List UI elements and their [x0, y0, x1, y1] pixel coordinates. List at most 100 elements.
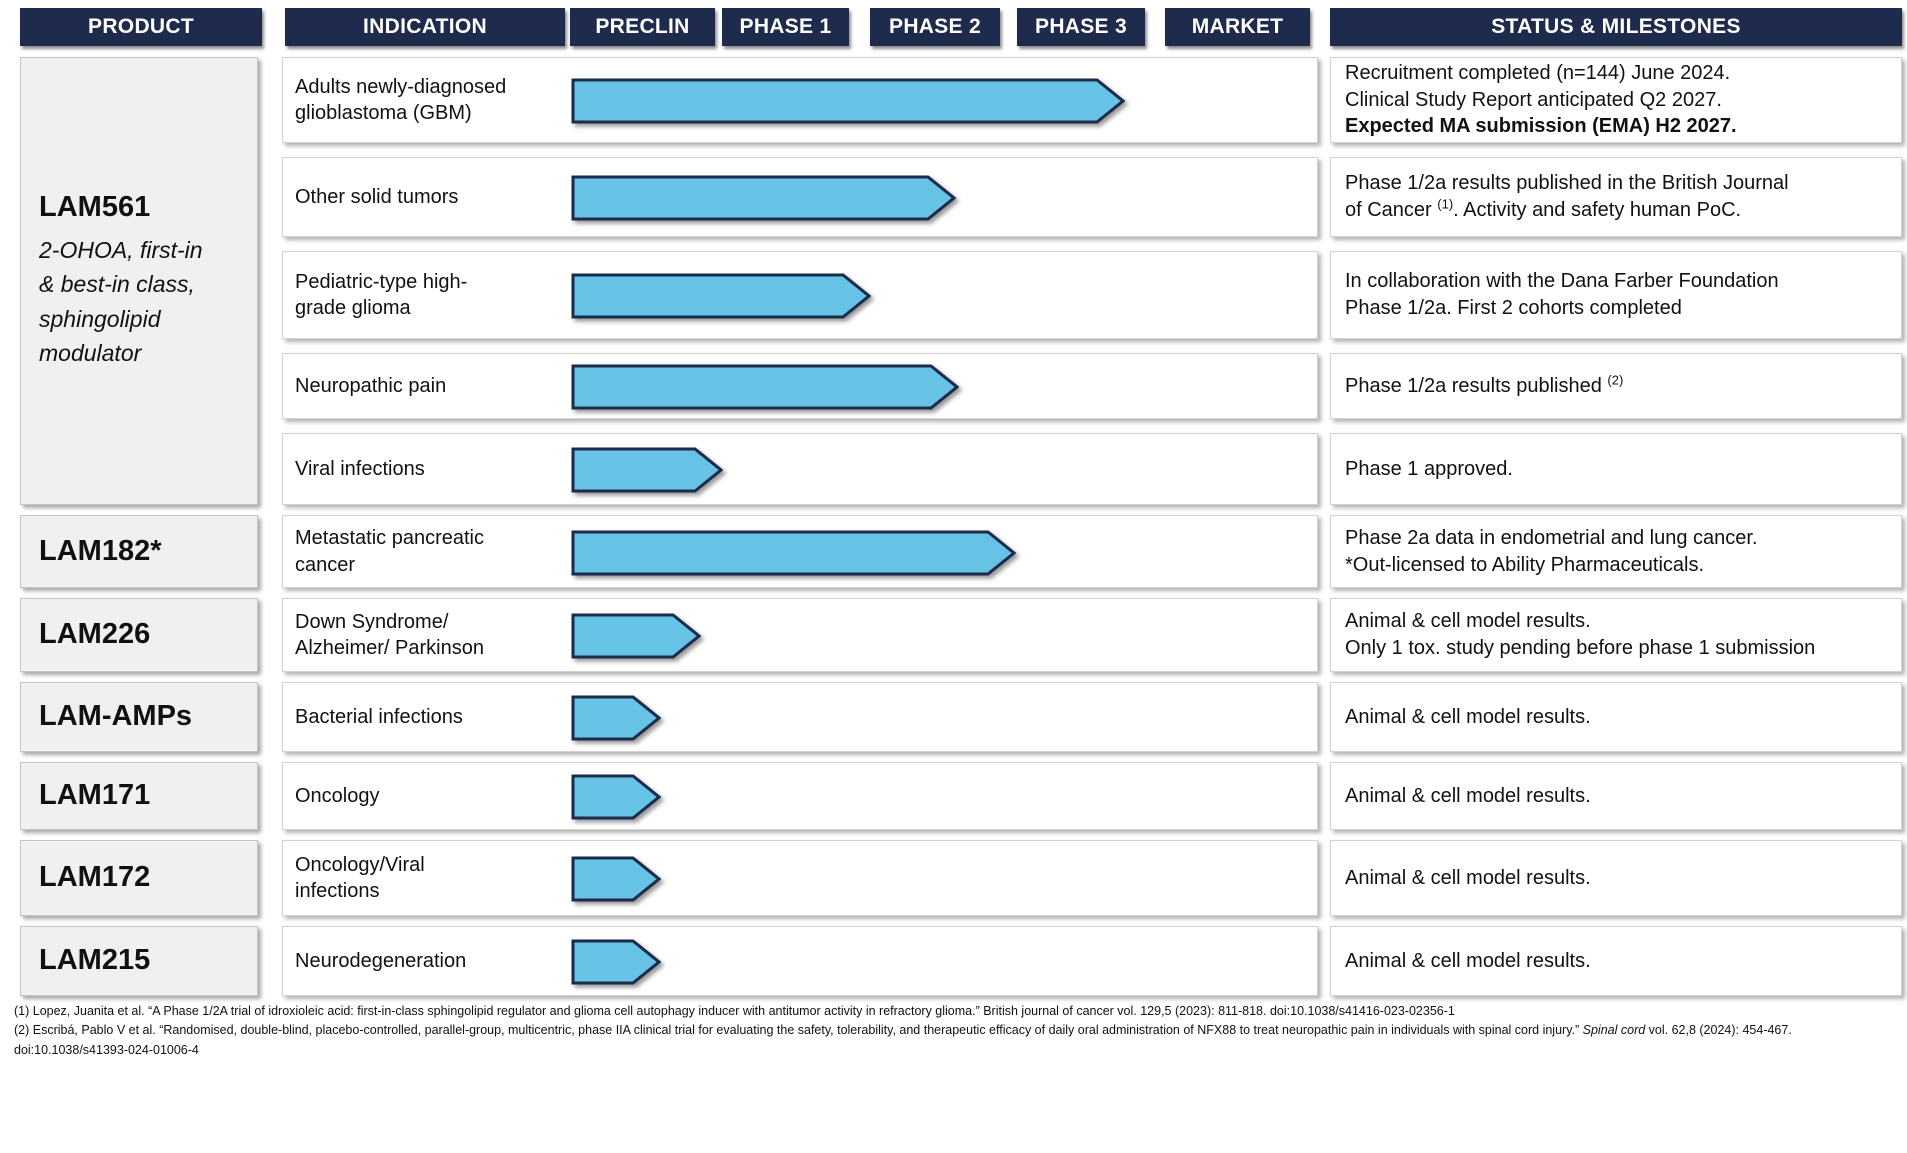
column-header-label: PRECLIN [595, 15, 690, 38]
column-header-market: MARKET [1165, 8, 1310, 46]
product-name: LAM182* [39, 534, 162, 567]
product-subtitle-line: sphingolipid [39, 305, 161, 332]
status-line: Animal & cell model results. [1345, 948, 1893, 975]
text-segment: (1) [1437, 196, 1454, 212]
text-segment: Phase 1/2a results published in the Brit… [1345, 172, 1789, 195]
status-text: In collaboration with the Dana Farber Fo… [1330, 251, 1902, 339]
product-subtitle-line: & best-in class, [39, 271, 195, 298]
product-card-lam171: LAM171 [20, 762, 258, 830]
text-segment: Animal & cell model results. [1345, 610, 1591, 633]
phase-progress-arrow [571, 856, 661, 902]
status-text: Phase 1 approved. [1330, 433, 1902, 505]
text-segment: Animal & cell model results. [1345, 866, 1591, 889]
indication-line: Oncology [295, 784, 380, 807]
column-header-label: MARKET [1191, 15, 1284, 38]
status-text: Animal & cell model results. [1330, 682, 1902, 752]
status-line: Phase 2a data in endometrial and lung ca… [1345, 525, 1893, 552]
product-name: LAM-AMPs [39, 700, 193, 733]
phase-progress-arrow [571, 175, 956, 221]
program-row-viral-infections: Viral infections [282, 433, 1318, 505]
column-header-status-milestones: STATUS & MILESTONES [1330, 8, 1902, 46]
product-name: LAM172 [39, 861, 151, 894]
status-text: Phase 1/2a results published in the Brit… [1330, 157, 1902, 237]
indication-line: grade glioma [295, 297, 411, 319]
status-line: In collaboration with the Dana Farber Fo… [1345, 268, 1893, 295]
status-line: Animal & cell model results. [1345, 865, 1893, 892]
product-card-lam226: LAM226 [20, 598, 258, 672]
text-segment: (1) Lopez, Juanita et al. “A Phase 1/2A … [14, 1004, 1455, 1018]
indication-line: Alzheimer/ Parkinson [295, 637, 484, 659]
indication-line: Other solid tumors [295, 185, 459, 208]
indication-line: Neurodegeneration [295, 949, 467, 972]
text-segment: Only 1 tox. study pending before phase 1… [1345, 637, 1816, 659]
product-card-lam215: LAM215 [20, 926, 258, 996]
indication-line: glioblastoma (GBM) [295, 102, 472, 124]
product-name: LAM226 [39, 618, 151, 651]
text-segment: Animal & cell model results. [1345, 705, 1591, 728]
footnote-2: (2) Escribá, Pablo V et al. “Randomised,… [14, 1021, 1894, 1060]
text-segment: Animal & cell model results. [1345, 949, 1591, 972]
text-segment: Expected MA submission (EMA) H2 2027. [1345, 115, 1737, 138]
footnotes: (1) Lopez, Juanita et al. “A Phase 1/2A … [14, 1002, 1894, 1060]
program-row-oncology: Oncology [282, 762, 1318, 830]
column-header-label: PRODUCT [88, 15, 194, 38]
program-row-down-syndrome-alzheimer-parkinson: Down Syndrome/Alzheimer/ Parkinson [282, 598, 1318, 672]
indication-line: Metastatic pancreatic [295, 527, 484, 550]
status-line: Phase 1/2a. First 2 cohorts completed [1345, 295, 1893, 322]
indication-label: Bacterial infections [295, 683, 567, 751]
product-subtitle-line: modulator [39, 340, 142, 367]
status-line: *Out-licensed to Ability Pharmaceuticals… [1345, 552, 1893, 579]
status-text: Phase 2a data in endometrial and lung ca… [1330, 515, 1902, 588]
text-segment: (2) Escribá, Pablo V et al. “Randomised,… [14, 1023, 1583, 1038]
indication-line: Adults newly-diagnosed [295, 75, 507, 98]
column-header-label: PHASE 1 [739, 15, 832, 38]
indication-label: Metastatic pancreatic cancer [295, 516, 567, 587]
indication-label: Oncology/Viral infections [295, 841, 567, 915]
program-row-pediatric-type-high-grade-glioma: Pediatric-type high-grade glioma [282, 251, 1318, 339]
product-name: LAM215 [39, 944, 151, 977]
status-line: Recruitment completed (n=144) June 2024. [1345, 60, 1893, 87]
text-segment: In collaboration with the Dana Farber Fo… [1345, 270, 1779, 293]
product-card-lam-amps: LAM-AMPs [20, 682, 258, 752]
column-header-indication: INDICATION [285, 8, 565, 46]
product-card-lam172: LAM172 [20, 840, 258, 916]
program-row-neurodegeneration: Neurodegeneration [282, 926, 1318, 996]
column-header-label: INDICATION [363, 15, 487, 38]
text-segment: Phase 2a data in endometrial and lung ca… [1345, 526, 1758, 549]
product-subtitle: 2-OHOA, first-in & best-in class, sphingol… [39, 233, 257, 371]
text-segment: Recruitment completed (n=144) June 2024. [1345, 62, 1731, 85]
program-row-adults-newly-diagnosed-glioblastoma-gbm: Adults newly-diagnosed glioblastoma (GBM) [282, 57, 1318, 143]
text-segment: vol. 62,8 (2024): 454-467. doi:10.1038/s… [14, 1023, 1792, 1057]
column-header-phase-3: PHASE 3 [1017, 8, 1145, 46]
column-header-label: PHASE 2 [889, 15, 981, 38]
text-segment: . Activity and safety human PoC. [1453, 199, 1742, 221]
status-line: Phase 1/2a results published (2) [1345, 373, 1893, 400]
phase-progress-arrow [571, 939, 661, 985]
phase-progress-arrow [571, 530, 1016, 576]
column-header-phase-2: PHASE 2 [870, 8, 1000, 46]
text-segment: Phase 1 approved. [1345, 457, 1513, 480]
text-segment: (2) [1607, 372, 1624, 388]
status-line: Clinical Study Report anticipated Q2 202… [1345, 87, 1893, 114]
phase-progress-arrow [571, 273, 871, 319]
phase-progress-arrow [571, 774, 661, 820]
indication-line: Oncology/Viral [295, 853, 425, 876]
status-text: Animal & cell model results. [1330, 762, 1902, 830]
phase-progress-arrow [571, 613, 701, 659]
indication-label: Neuropathic pain [295, 354, 567, 418]
status-text: Animal & cell model results. Only 1 tox. … [1330, 598, 1902, 672]
status-line: of Cancer (1). Activity and safety human… [1345, 197, 1893, 224]
column-header-product: PRODUCT [20, 8, 262, 46]
program-row-other-solid-tumors: Other solid tumors [282, 157, 1318, 237]
product-card-lam561: LAM561 2-OHOA, first-in & best-in class, sp… [20, 57, 258, 505]
indication-line: Down Syndrome/ [295, 610, 449, 633]
text-segment: Animal & cell model results. [1345, 784, 1591, 807]
status-text: Phase 1/2a results published (2) [1330, 353, 1902, 419]
indication-label: Neurodegeneration [295, 927, 567, 995]
indication-line: Viral infections [295, 457, 425, 480]
text-segment: Spinal cord [1582, 1023, 1646, 1038]
product-name: LAM171 [39, 779, 151, 812]
program-row-bacterial-infections: Bacterial infections [282, 682, 1318, 752]
indication-line: cancer [295, 553, 356, 576]
